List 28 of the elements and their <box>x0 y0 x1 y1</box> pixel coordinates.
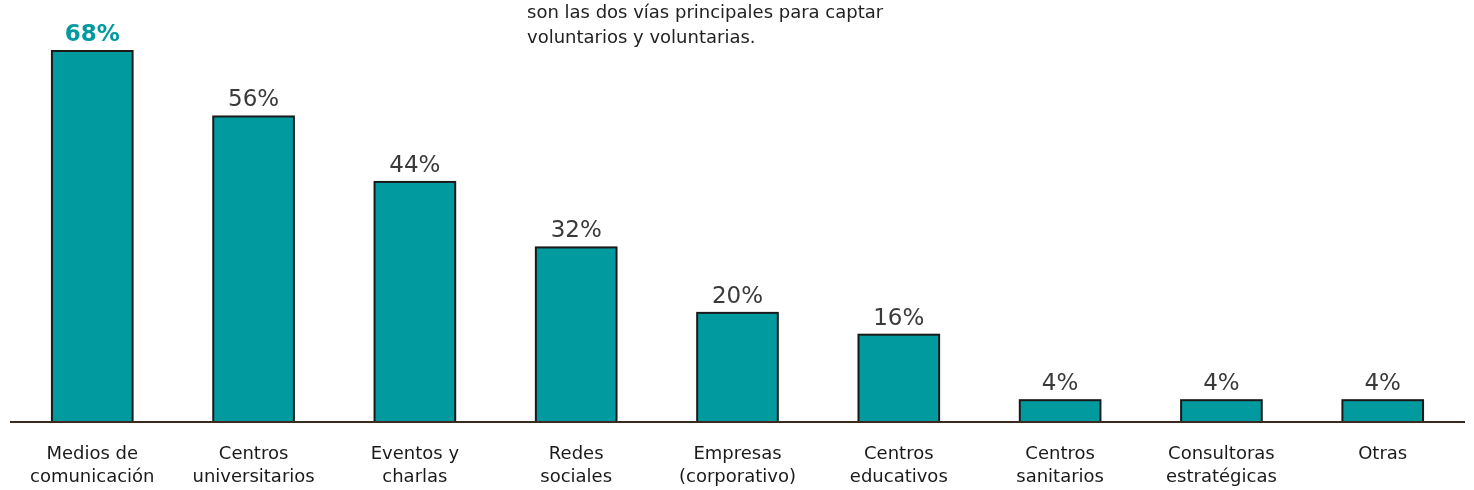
data-label: 68% <box>64 20 120 46</box>
x-tick-label: Otras <box>1358 442 1408 463</box>
x-tick-label: Centros sanitarios <box>1016 442 1104 486</box>
bar <box>212 115 295 423</box>
data-label: 20% <box>711 281 764 308</box>
x-tick-label: Centros universitarios <box>192 442 315 486</box>
bar <box>857 333 941 423</box>
bar <box>373 180 457 423</box>
bar <box>696 311 779 423</box>
bar <box>534 246 618 423</box>
bar <box>1341 399 1425 423</box>
x-tick-label: Eventos y charlas <box>370 442 460 486</box>
bar <box>1018 399 1102 423</box>
data-label: 32% <box>550 216 602 243</box>
data-label: 4% <box>1203 369 1240 396</box>
bar <box>50 50 134 423</box>
x-tick-label: Medios de comunicación <box>30 442 155 486</box>
data-label: 44% <box>389 150 441 177</box>
x-tick-label: Empresas (corporativo) <box>679 442 796 486</box>
x-tick-label: Redes sociales <box>540 442 613 486</box>
x-tick-label: Consultoras estratégicas <box>1166 442 1277 486</box>
text: son las dos vías principales para captar voluntarios y voluntarias. <box>527 1 884 47</box>
data-label: 56% <box>228 85 280 112</box>
data-label: 4% <box>1364 369 1401 396</box>
data-label: 16% <box>873 303 925 330</box>
bar <box>1180 399 1263 423</box>
x-tick-label: Centros educativos <box>849 442 948 486</box>
data-label: 4% <box>1041 369 1079 396</box>
